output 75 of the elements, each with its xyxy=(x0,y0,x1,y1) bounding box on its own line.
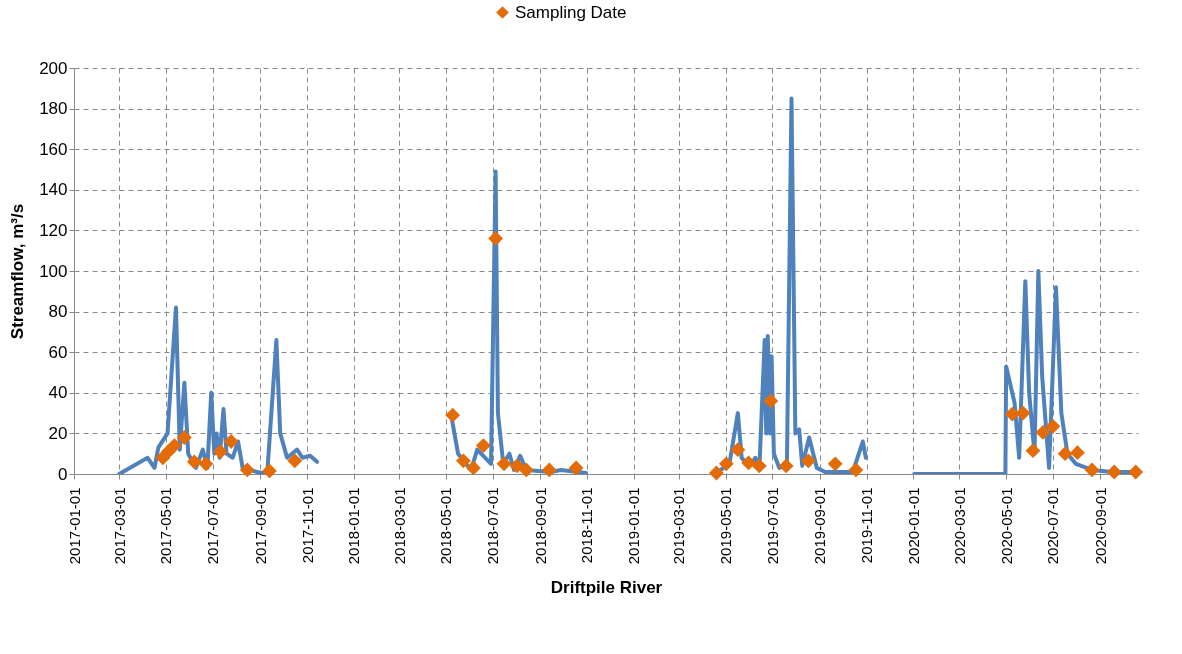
x-tick-label: 2017-07-01 xyxy=(204,487,222,565)
point xyxy=(1128,464,1144,480)
x-tick-label: 2018-01-01 xyxy=(345,487,363,565)
y-tick-label: 200 xyxy=(39,58,68,78)
point xyxy=(718,456,734,472)
x-tick-label: 2019-05-01 xyxy=(717,487,735,565)
x-tick-label: 2019-01-01 xyxy=(625,487,643,565)
x-tick-label: 2018-11-01 xyxy=(578,487,596,564)
x-tick-label: 2020-03-01 xyxy=(950,487,968,565)
point xyxy=(778,458,794,474)
point xyxy=(518,462,534,478)
x-tick-label: 2018-05-01 xyxy=(437,487,455,565)
point xyxy=(186,454,202,470)
point xyxy=(475,438,491,453)
y-tick-label: 60 xyxy=(48,342,68,362)
point xyxy=(1004,406,1020,422)
x-tick-label: 2018-09-01 xyxy=(531,487,549,565)
point xyxy=(730,442,746,458)
point xyxy=(445,407,461,423)
point xyxy=(488,231,504,246)
x-axis-title: Driftpile River xyxy=(550,578,663,598)
point xyxy=(167,438,182,453)
x-tick-label: 2019-07-01 xyxy=(763,487,781,565)
point xyxy=(800,453,816,469)
point xyxy=(1025,443,1041,459)
x-tick-label: 2019-11-01 xyxy=(858,487,876,564)
point xyxy=(1084,462,1100,478)
point xyxy=(827,456,843,472)
point xyxy=(465,460,481,476)
point xyxy=(1057,446,1073,462)
y-tick-label: 0 xyxy=(58,464,68,484)
point xyxy=(496,456,512,472)
y-tick-label: 100 xyxy=(39,261,68,281)
y-tick-label: 80 xyxy=(48,302,68,322)
y-tick-label: 160 xyxy=(39,139,68,159)
point xyxy=(708,465,724,481)
point xyxy=(763,393,779,409)
y-tick-label: 40 xyxy=(48,383,68,403)
point xyxy=(541,462,557,478)
point xyxy=(456,453,471,469)
point xyxy=(1035,424,1051,440)
point xyxy=(509,458,525,474)
y-axis-title: Streamflow, m³/s xyxy=(8,203,28,340)
x-tick-label: 2017-03-01 xyxy=(110,487,128,565)
x-tick-label: 2020-09-01 xyxy=(1091,487,1109,565)
x-tick-label: 2017-01-01 xyxy=(65,487,83,565)
x-tick-label: 2018-03-01 xyxy=(390,487,408,565)
point xyxy=(568,460,584,476)
x-tick-label: 2020-05-01 xyxy=(997,487,1015,565)
y-tick-label: 180 xyxy=(39,99,68,119)
point xyxy=(287,453,303,469)
x-tick-label: 2017-09-01 xyxy=(251,487,269,565)
point xyxy=(1045,418,1061,434)
legend-label: Sampling Date xyxy=(515,2,627,22)
x-tick-label: 2020-01-01 xyxy=(904,487,922,565)
y-tick-label: 20 xyxy=(48,423,68,443)
point xyxy=(239,462,255,478)
point xyxy=(213,444,228,460)
x-tick-label: 2019-03-01 xyxy=(670,487,688,565)
point xyxy=(848,462,864,478)
point xyxy=(1015,405,1031,421)
x-tick-label: 2017-11-01 xyxy=(298,487,316,564)
point xyxy=(1106,464,1122,480)
point xyxy=(751,458,767,474)
point xyxy=(1070,445,1085,461)
x-tick-label: 2018-07-01 xyxy=(484,487,502,565)
y-tick-label: 120 xyxy=(39,220,68,240)
point xyxy=(176,430,192,445)
y-tick-label: 140 xyxy=(39,180,68,200)
x-tick-label: 2017-05-01 xyxy=(157,487,175,565)
x-tick-label: 2020-07-01 xyxy=(1044,487,1062,565)
x-tick-label: 2019-09-01 xyxy=(811,487,829,565)
point xyxy=(198,456,214,472)
point xyxy=(223,434,239,449)
point xyxy=(741,455,756,471)
